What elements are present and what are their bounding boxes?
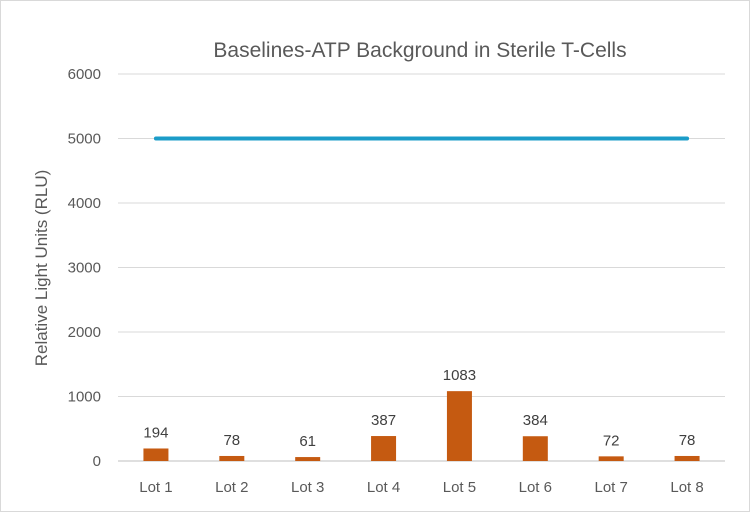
bar-data-label: 78 xyxy=(679,432,696,449)
y-tick-label: 5000 xyxy=(68,131,101,148)
x-tick-label: Lot 2 xyxy=(215,479,248,496)
y-tick-label: 6000 xyxy=(68,66,101,83)
bar xyxy=(446,391,472,461)
y-tick-label: 3000 xyxy=(68,260,101,277)
y-tick-label: 2000 xyxy=(68,324,101,341)
x-tick-label: Lot 6 xyxy=(519,479,552,496)
bar-data-label: 1083 xyxy=(443,367,476,384)
x-tick-label: Lot 7 xyxy=(595,479,628,496)
y-tick-label: 1000 xyxy=(68,389,101,406)
bar-data-label: 72 xyxy=(603,432,620,449)
bar xyxy=(295,457,321,461)
x-tick-label: Lot 8 xyxy=(670,479,703,496)
x-tick-label: Lot 4 xyxy=(367,479,400,496)
bar-series xyxy=(143,391,700,461)
bar xyxy=(143,448,169,461)
chart-title: Baselines-ATP Background in Sterile T-Ce… xyxy=(213,39,626,62)
x-tick-label: Lot 1 xyxy=(139,479,172,496)
x-tick-labels: Lot 1 Lot 2 Lot 3 Lot 4 Lot 5 Lot 6 Lot 7 Lot 8 xyxy=(139,479,704,496)
bar xyxy=(674,455,700,461)
x-tick-label: Lot 5 xyxy=(443,479,476,496)
x-tick-label: Lot 3 xyxy=(291,479,324,496)
y-tick-label: 0 xyxy=(93,453,101,470)
bar xyxy=(522,436,548,461)
bar-data-label: 387 xyxy=(371,412,396,429)
bar-data-label: 78 xyxy=(223,432,240,449)
y-axis-label: Relative Light Units (RLU) xyxy=(32,170,51,367)
bar-data-label: 194 xyxy=(143,424,168,441)
bar xyxy=(219,455,245,461)
bar-data-label: 61 xyxy=(299,433,316,450)
y-tick-label: 4000 xyxy=(68,195,101,212)
gridlines xyxy=(118,73,725,462)
bar-data-label: 384 xyxy=(523,412,548,429)
bar xyxy=(598,456,624,461)
y-tick-labels: 0 1000 2000 3000 4000 5000 6000 xyxy=(68,66,101,470)
data-labels: 194 78 61 387 1083 384 72 78 xyxy=(143,367,695,450)
bar xyxy=(371,436,397,461)
